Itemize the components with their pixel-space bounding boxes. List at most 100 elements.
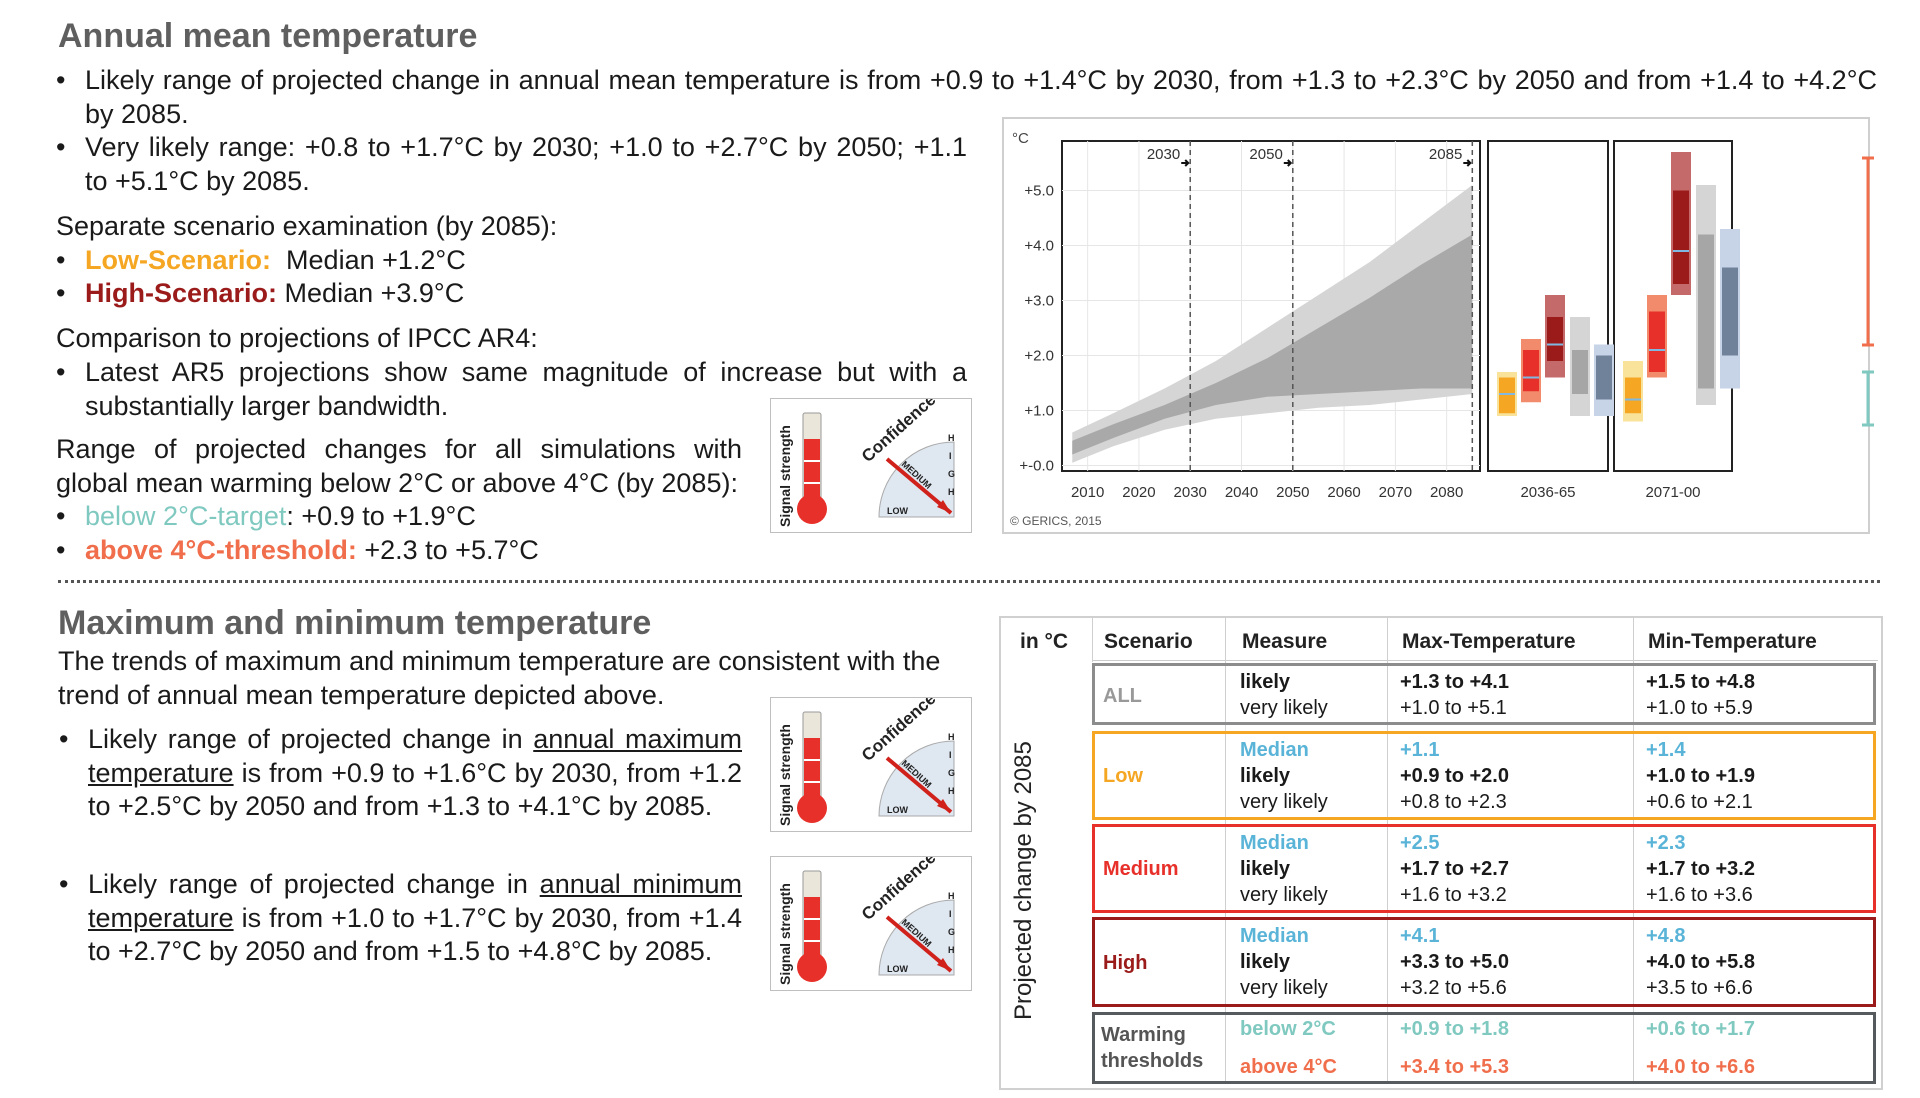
max-medium-very-likely: +1.6 to +3.2 [1400, 884, 1507, 906]
header-measure: Measure [1242, 630, 1328, 653]
svg-text:LOW: LOW [887, 805, 908, 815]
projection-table [999, 616, 1883, 1090]
period-box [1649, 311, 1665, 372]
min-medium-likely: +1.7 to +3.2 [1646, 858, 1755, 880]
col-divider [1092, 616, 1093, 662]
confidence-gauge-icon: Confidence MEDIUM LOW H I G H [858, 390, 955, 518]
very-likely-band [1072, 185, 1473, 463]
confidence-gauge-icon: Confidence MEDIUM LOW H I G H [858, 848, 955, 976]
separate-scenario-heading: Separate scenario examination (by 2085): [56, 211, 558, 241]
thermometer-icon [797, 870, 827, 982]
measure-median: Median [1240, 739, 1309, 761]
row-high [1092, 917, 1876, 1007]
min-low-very-likely: +0.6 to +2.1 [1646, 791, 1753, 813]
measure-likely: likely [1240, 951, 1291, 973]
svg-text:I: I [949, 909, 952, 919]
measure-likely: likely [1240, 858, 1291, 880]
period-box [1572, 350, 1588, 394]
min-medium-median: +2.3 [1646, 832, 1686, 854]
signal-confidence-indicator-annual: Signal strength Confidence MEDIUM LOW H … [770, 390, 972, 533]
maxmin-intro: The trends of maximum and minimum temper… [58, 646, 941, 710]
max-below-2c: +0.9 to +1.8 [1400, 1018, 1509, 1040]
measure-very-likely: very likely [1240, 791, 1328, 813]
y-tick-label: +5.0 [1024, 183, 1054, 200]
maxmin-section-title: Maximum and minimum temperature [58, 604, 652, 642]
min-above-4c: +4.0 to +6.6 [1646, 1056, 1755, 1078]
min-below-2c: +0.6 to +1.7 [1646, 1018, 1755, 1040]
max-medium-likely: +1.7 to +2.7 [1400, 858, 1509, 880]
max-all-very-likely: +1.0 to +5.1 [1400, 697, 1507, 719]
max-low-likely: +0.9 to +2.0 [1400, 765, 1509, 787]
measure-very-likely: very likely [1240, 697, 1328, 719]
signal-strength-label: Signal strength [777, 883, 793, 985]
period-box [1523, 350, 1539, 392]
measure-above-4c: above 4°C [1240, 1056, 1337, 1078]
measure-very-likely: very likely [1240, 884, 1328, 906]
svg-text:H: H [948, 891, 955, 901]
arrow-icon [1181, 159, 1190, 167]
header-unit: in °C [1020, 630, 1069, 653]
measure-median: Median [1240, 925, 1309, 947]
likely-band [1072, 234, 1473, 455]
period-box [1596, 355, 1612, 400]
high-scenario-item: • High-Scenario: Median +3.9°C [56, 278, 465, 308]
arrow-icon [1463, 159, 1472, 167]
signal-confidence-indicator-max: Signal strength Confidence MEDIUM LOW H … [770, 689, 972, 832]
scenario-warming-2: thresholds [1101, 1050, 1204, 1072]
chart-unit-label: °C [1012, 130, 1029, 147]
max-high-very-likely: +3.2 to +5.6 [1400, 977, 1507, 999]
min-all-likely: +1.5 to +4.8 [1646, 671, 1755, 693]
svg-text:LOW: LOW [887, 964, 908, 974]
max-high-median: +4.1 [1400, 925, 1440, 947]
scenario-warming-1: Warming [1101, 1024, 1186, 1046]
above-4c-item: • above 4°C-threshold: +2.3 to +5.7°C [56, 535, 539, 565]
section-separator [58, 580, 1880, 583]
min-medium-very-likely: +1.6 to +3.6 [1646, 884, 1753, 906]
svg-text:G: G [948, 927, 955, 937]
marker-label-2030: 2030 [1147, 146, 1180, 163]
min-all-very-likely: +1.0 to +5.9 [1646, 697, 1753, 719]
svg-text:I: I [949, 750, 952, 760]
svg-text:G: G [948, 768, 955, 778]
header-scenario: Scenario [1104, 630, 1193, 653]
measure-below-2c: below 2°C [1240, 1018, 1336, 1040]
comparison-heading: Comparison to projections of IPCC AR4: [56, 323, 538, 353]
annual-section-title: Annual mean temperature [58, 17, 478, 55]
period-box [1547, 317, 1563, 361]
min-high-median: +4.8 [1646, 925, 1686, 947]
projected-change-side-label: Projected change by 2085 [1010, 741, 1037, 1020]
confidence-gauge-icon: Confidence MEDIUM LOW H I G H [858, 689, 955, 817]
col-divider [1225, 616, 1226, 1084]
min-low-median: +1.4 [1646, 739, 1686, 761]
measure-median: Median [1240, 832, 1309, 854]
x-tick-label: 2050 [1276, 484, 1309, 501]
svg-text:H: H [948, 433, 955, 443]
temperature-projection-chart: °C 2030 2050 2085 +-0.0 +1.0 +2.0 +3.0 +4.0 +5.… [1002, 117, 1870, 534]
scenario-all: ALL [1103, 685, 1142, 707]
svg-text:H: H [948, 786, 955, 796]
low-scenario-item: • Low-Scenario: Median +1.2°C [56, 245, 466, 275]
period-box [1499, 377, 1515, 414]
row-low [1092, 731, 1876, 820]
maxmin-bullet-min: • Likely range of projected change in ann… [59, 869, 742, 966]
svg-text:H: H [948, 732, 955, 742]
measure-likely: likely [1240, 671, 1291, 693]
thermometer-icon [797, 412, 827, 524]
y-tick-label: +2.0 [1024, 348, 1054, 365]
range-bars-right [1862, 156, 1874, 427]
max-low-median: +1.1 [1400, 739, 1440, 761]
header-min-temperature: Min-Temperature [1648, 630, 1817, 653]
row-warming-thresholds [1092, 1012, 1876, 1084]
period-box [1673, 190, 1689, 284]
svg-text:I: I [949, 451, 952, 461]
y-tick-label: +-0.0 [1019, 458, 1054, 475]
svg-text:H: H [948, 487, 955, 497]
signal-strength-label: Signal strength [777, 724, 793, 826]
scenario-low: Low [1103, 765, 1143, 787]
y-tick-label: +1.0 [1024, 403, 1054, 420]
min-high-likely: +4.0 to +5.8 [1646, 951, 1755, 973]
y-tick-label: +4.0 [1024, 238, 1054, 255]
svg-text:G: G [948, 469, 955, 479]
comparison-bullet: • Latest AR5 projections show same magnit… [56, 357, 967, 421]
below-2c-item: • below 2°C-target: +0.9 to +1.9°C [56, 501, 476, 531]
